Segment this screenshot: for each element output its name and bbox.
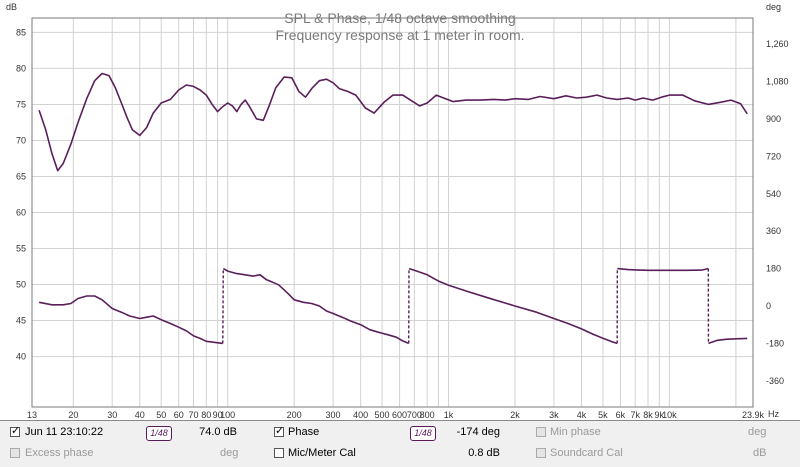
mic-cal-readout: 0.8 dB: [440, 447, 500, 459]
phase-smoothing-badge[interactable]: 1/48: [410, 426, 436, 441]
y-left-tick-label: 50: [16, 280, 26, 290]
x-tick-label: 300: [326, 410, 341, 420]
phase-wrap-line: [223, 269, 224, 344]
chart-title: SPL & Phase, 1/48 octave smoothing: [284, 10, 515, 26]
min-phase-unit: deg: [748, 426, 766, 438]
x-axis-unit: Hz: [768, 409, 779, 419]
x-tick-label: 2k: [510, 410, 520, 420]
x-tick-label: 5k: [598, 410, 608, 420]
excess-phase-label: Excess phase: [25, 447, 93, 459]
phase-series-line: [409, 269, 617, 344]
mic-cal-label: Mic/Meter Cal: [288, 447, 356, 459]
phase-series-line: [223, 269, 408, 344]
x-tick-label: 600: [392, 410, 407, 420]
min-phase-label: Min phase: [550, 426, 601, 438]
soundcard-cal-checkbox[interactable]: [536, 448, 546, 458]
x-tick-label: 60: [174, 410, 184, 420]
x-tick-label: 400: [353, 410, 368, 420]
y-left-tick-label: 45: [16, 316, 26, 326]
x-tick-label: 23.9k: [742, 410, 765, 420]
phase-label: Phase: [288, 426, 319, 438]
min-phase-checkbox[interactable]: [536, 427, 546, 437]
y-right-tick-label: -180: [766, 338, 784, 348]
y-left-tick-label: 65: [16, 171, 26, 181]
y-right-tick-label: 180: [766, 264, 781, 274]
axis-ticks: 40 45 50 55 60 65 70 75 80 85 -360 -180 0 180 360 540 72…: [16, 27, 789, 420]
y-left-tick-label: 55: [16, 244, 26, 254]
series-lines: [39, 74, 747, 344]
measurement-name: Jun 11 23:10:22: [25, 426, 103, 438]
x-tick-label: 4k: [577, 410, 587, 420]
x-tick-label: 500: [375, 410, 390, 420]
y-right-tick-label: 900: [766, 114, 781, 124]
x-tick-label: 800: [420, 410, 435, 420]
y-left-tick-label: 85: [16, 27, 26, 37]
y-right-tick-label: 1,080: [766, 77, 789, 87]
mic-cal-checkbox[interactable]: [274, 448, 284, 458]
x-tick-label: 20: [68, 410, 78, 420]
x-tick-label: 40: [135, 410, 145, 420]
x-tick-label: 100: [220, 410, 235, 420]
x-tick-label: 30: [107, 410, 117, 420]
chart-subtitle: Frequency response at 1 meter in room.: [275, 27, 524, 43]
soundcard-cal-label: Soundcard Cal: [550, 447, 623, 459]
y-left-tick-label: 80: [16, 63, 26, 73]
spl-phase-chart: 40 45 50 55 60 65 70 75 80 85 -360 -180 0 180 360 540 72…: [0, 0, 800, 420]
left-axis-unit: dB: [6, 2, 17, 12]
phase-series-line: [617, 269, 708, 271]
y-right-tick-label: 0: [766, 301, 771, 311]
x-tick-label: 7k: [630, 410, 640, 420]
x-tick-label: 8k: [643, 410, 653, 420]
legend-row-measurement: Jun 11 23:10:22 1/48 74.0 dB Phase 1/48 …: [0, 423, 800, 445]
x-tick-label: 3k: [549, 410, 559, 420]
y-right-tick-label: 720: [766, 151, 781, 161]
x-tick-label: 50: [156, 410, 166, 420]
x-tick-label: 1k: [444, 410, 454, 420]
y-right-tick-label: 1,260: [766, 39, 789, 49]
measurement-visible-checkbox[interactable]: [10, 427, 20, 437]
phase-readout: -174 deg: [440, 426, 500, 438]
grid-lines: [32, 18, 753, 407]
soundcard-cal-unit: dB: [753, 447, 766, 459]
y-left-tick-label: 40: [16, 352, 26, 362]
y-right-tick-label: 540: [766, 189, 781, 199]
y-left-tick-label: 75: [16, 99, 26, 109]
right-axis-unit: deg: [766, 2, 781, 12]
x-tick-label: 70: [188, 410, 198, 420]
excess-phase-unit: deg: [220, 447, 238, 459]
x-tick-label: 200: [287, 410, 302, 420]
x-tick-label: 6k: [616, 410, 626, 420]
phase-series-line: [39, 296, 223, 343]
phase-visible-checkbox[interactable]: [274, 427, 284, 437]
x-tick-label: 10k: [662, 410, 677, 420]
phase-series-line: [708, 338, 747, 343]
spl-readout: 74.0 dB: [177, 426, 237, 438]
x-tick-label: 13: [27, 410, 37, 420]
legend-panel: Jun 11 23:10:22 1/48 74.0 dB Phase 1/48 …: [0, 420, 800, 467]
y-right-tick-label: -360: [766, 376, 784, 386]
y-left-tick-label: 60: [16, 208, 26, 218]
legend-row-calibration: Excess phase deg Mic/Meter Cal 0.8 dB So…: [0, 444, 800, 466]
spl-smoothing-badge[interactable]: 1/48: [146, 426, 172, 441]
y-right-tick-label: 360: [766, 226, 781, 236]
x-tick-label: 80: [201, 410, 211, 420]
y-left-tick-label: 70: [16, 135, 26, 145]
spl-series-line: [39, 74, 747, 171]
excess-phase-checkbox[interactable]: [10, 448, 20, 458]
